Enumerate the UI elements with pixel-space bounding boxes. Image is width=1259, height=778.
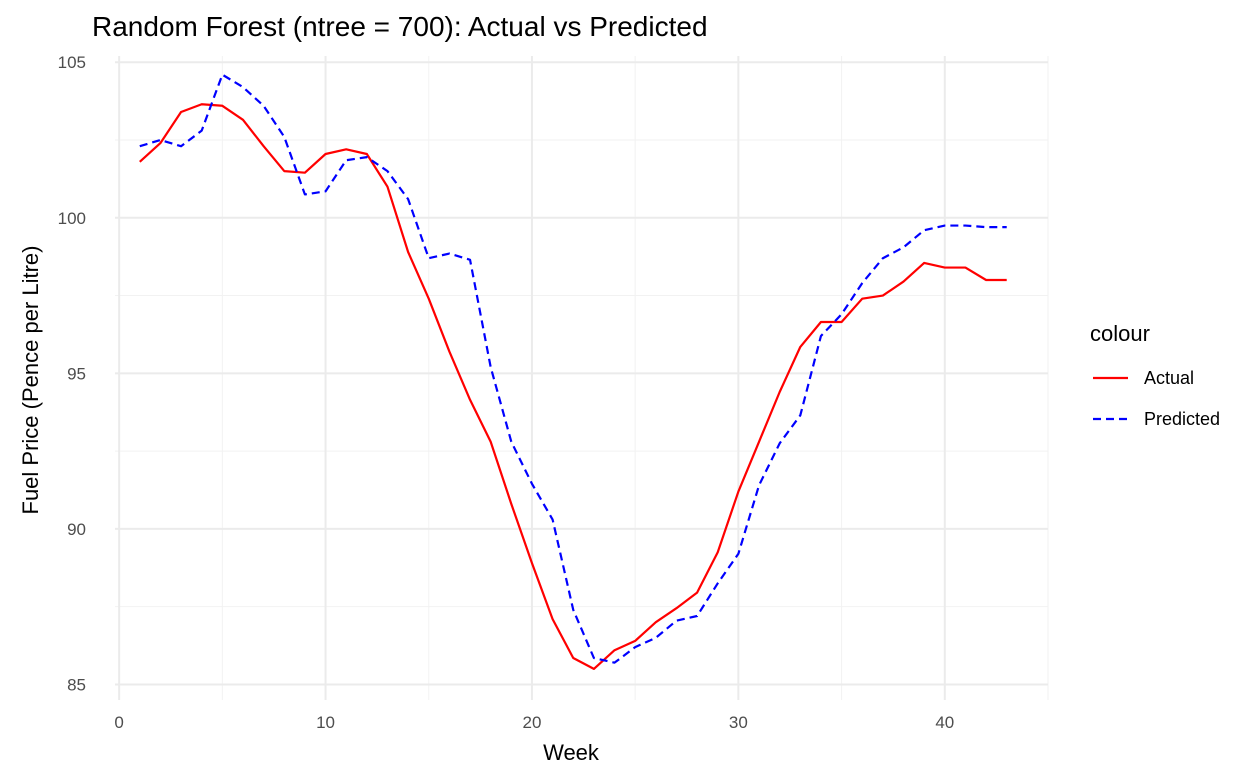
tick-labels: 0 10 20 30 40 85 90 95 100 105 (58, 53, 955, 732)
y-axis-title: Fuel Price (Pence per Litre) (18, 246, 43, 515)
legend-label-predicted: Predicted (1144, 409, 1220, 429)
y-tick-label: 85 (67, 675, 86, 694)
x-tick-label: 20 (522, 713, 541, 732)
legend: colour Actual Predicted (1090, 321, 1220, 429)
x-tick-label: 40 (935, 713, 954, 732)
legend-label-actual: Actual (1144, 368, 1194, 388)
x-tick-label: 0 (114, 713, 123, 732)
y-tick-label: 90 (67, 520, 86, 539)
chart-title: Random Forest (ntree = 700): Actual vs P… (92, 11, 708, 42)
series-lines (139, 73, 1007, 670)
x-tick-label: 30 (729, 713, 748, 732)
grid (115, 56, 1049, 700)
y-tick-label: 100 (58, 209, 86, 228)
y-tick-label: 105 (58, 53, 86, 72)
legend-title: colour (1090, 321, 1150, 346)
y-tick-label: 95 (67, 364, 86, 383)
series-line-predicted (139, 73, 1007, 664)
series-line-actual (139, 103, 1007, 670)
x-axis-title: Week (543, 740, 600, 765)
x-tick-label: 10 (316, 713, 335, 732)
